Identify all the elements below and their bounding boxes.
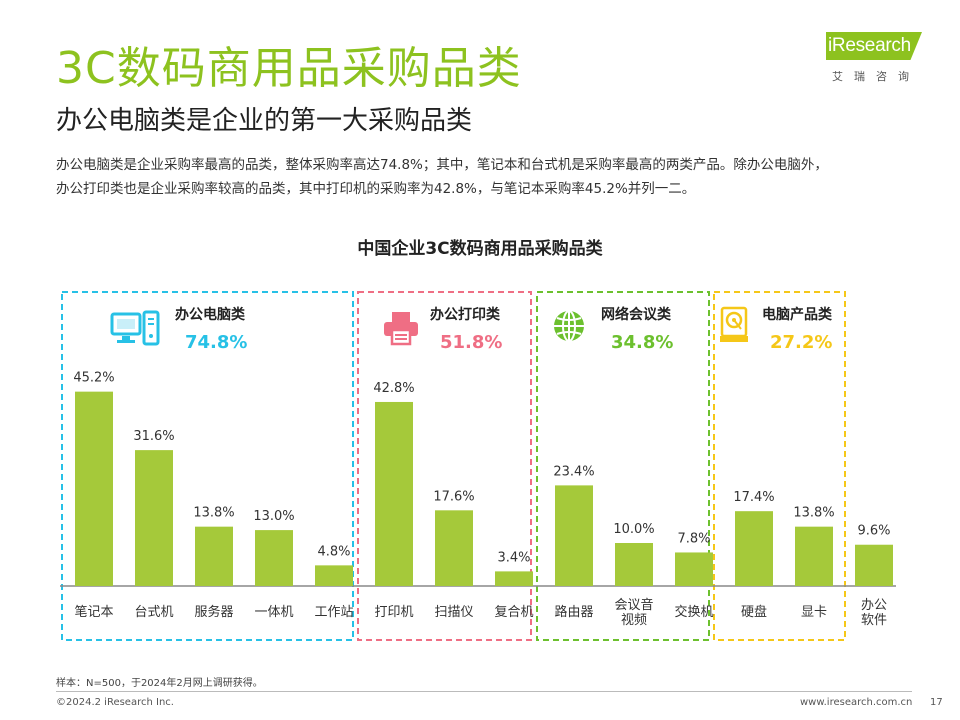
bar [195,526,233,586]
group-value: 27.2% [770,332,832,353]
category-label: 一体机 [254,605,293,620]
page-title: 3C数码商用品采购品类 [56,43,522,94]
category-label: 扫描仪 [434,605,473,620]
bar [495,571,533,586]
group-box [713,291,846,641]
hard-drive-icon [720,306,748,342]
page-number: 17 [930,697,943,708]
website-link[interactable]: www.iresearch.com.cn [800,697,913,708]
category-label: 笔记本 [74,604,113,620]
data-label: 3.4% [497,550,530,565]
group-value: 51.8% [440,332,502,353]
bar [75,391,113,586]
logo-text: iResearch [828,35,911,56]
description-line-2: 办公打印类也是企业采购率较高的品类，其中打印机的采购率为42.8%，与笔记本采购… [56,181,696,197]
category-label: 办公软件 [861,598,887,628]
data-label: 13.8% [193,506,234,521]
data-label: 42.8% [373,381,414,396]
group-value: 34.8% [611,332,673,353]
category-label: 交换机 [674,604,713,620]
data-label: 23.4% [553,464,594,479]
page-subtitle: 办公电脑类是企业的第一大采购品类 [56,106,473,136]
bar [135,450,173,586]
bar [615,543,653,586]
bar [255,530,293,586]
data-label: 9.6% [857,524,890,539]
data-label: 4.8% [317,544,350,559]
data-label: 10.0% [613,522,654,537]
data-label: 13.0% [253,509,294,524]
group-name: 电脑产品类 [762,306,833,323]
chart-title: 中国企业3C数码商用品采购品类 [357,239,603,259]
group-name: 网络会议类 [601,306,672,323]
group-value: 74.8% [185,332,247,353]
category-label: 台式机 [134,605,173,620]
description-line-1: 办公电脑类是企业采购率最高的品类，整体采购率高达74.8%；其中，笔记本和台式机… [56,157,828,173]
globe-icon [554,310,584,342]
category-label: 复合机 [494,605,533,620]
category-label: 工作站 [314,605,353,620]
copyright: ©2024.2 iResearch Inc. [56,697,174,708]
category-label: 会议音视频 [614,597,653,628]
data-label: 17.6% [433,489,474,504]
bar [675,552,713,586]
category-label: 打印机 [374,605,413,620]
category-label: 显卡 [801,605,827,620]
data-label: 7.8% [677,531,710,546]
group-name: 办公打印类 [430,306,501,323]
bar [555,485,593,586]
bar [795,526,833,586]
data-label: 45.2% [73,371,114,386]
description: 办公电脑类是企业采购率最高的品类，整体采购率高达74.8%；其中，笔记本和台式机… [56,153,906,201]
logo-badge [826,32,922,60]
footer-divider [56,691,912,692]
data-label: 17.4% [733,490,774,505]
group-name: 办公电脑类 [175,306,246,323]
category-label: 路由器 [554,604,593,620]
category-label: 服务器 [194,604,233,620]
computer-icon [110,310,160,346]
group-box [61,291,354,641]
group-box [536,291,710,641]
iresearch-logo: iResearch 艾瑞咨询 [826,32,930,83]
bar [315,565,353,586]
printer-icon [384,312,418,346]
bar [375,401,413,586]
logo-subtext: 艾瑞咨询 [832,70,920,83]
data-label: 13.8% [793,506,834,521]
bar [735,511,773,586]
category-label: 硬盘 [741,604,767,620]
bar [435,510,473,586]
bar [855,544,893,586]
footnote: 样本：N=500，于2024年2月网上调研获得。 [56,678,263,689]
data-label: 31.6% [133,429,174,444]
